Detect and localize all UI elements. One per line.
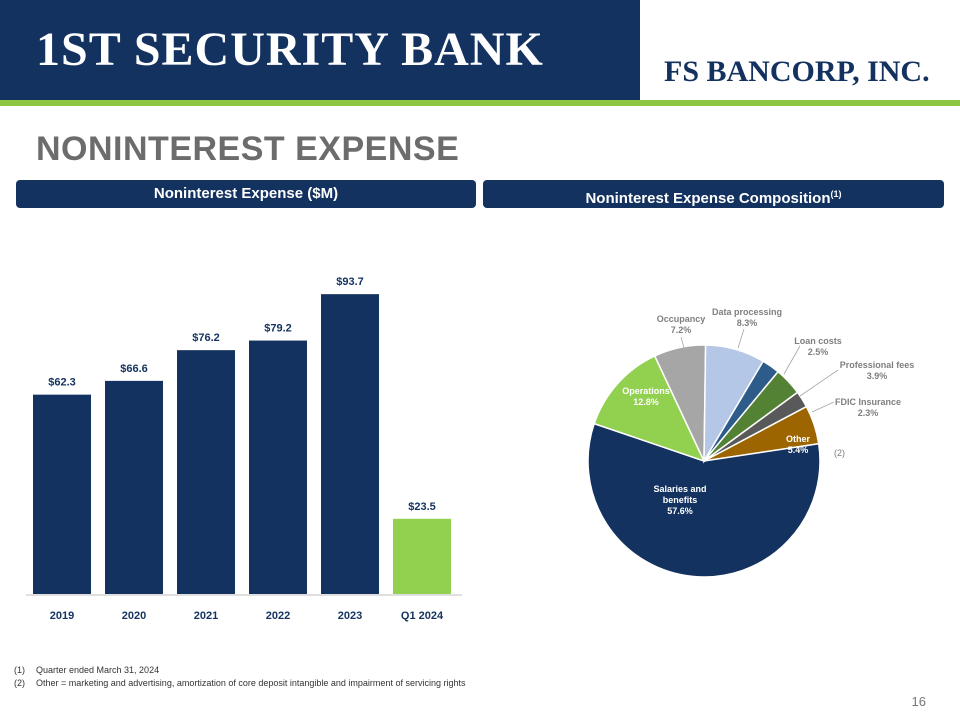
pie-label-fdic-insurance: 2.3% bbox=[858, 408, 879, 418]
leader-line bbox=[811, 401, 835, 413]
bar-value-label: $79.2 bbox=[264, 323, 292, 335]
pie-label-other: 5.4% bbox=[788, 445, 809, 455]
bar-2021 bbox=[177, 350, 235, 594]
pie-label-operations: 12.8% bbox=[633, 397, 659, 407]
pie-label-fdic-insurance: FDIC Insurance bbox=[835, 397, 901, 407]
pie-panel-title: Noninterest Expense Composition bbox=[585, 190, 831, 207]
x-tick-label: 2021 bbox=[194, 610, 218, 622]
pie-label-salaries-and-benefits: benefits bbox=[663, 495, 698, 505]
leader-line bbox=[680, 336, 685, 349]
corp-logo: FS BANCORP, INC. bbox=[664, 55, 930, 88]
pie-label-salaries-and-benefits: Salaries and bbox=[653, 484, 706, 494]
bar-panel-header: Noninterest Expense ($M) bbox=[16, 180, 476, 208]
page-number: 16 bbox=[911, 694, 926, 709]
bar-2019 bbox=[33, 394, 91, 594]
bar-value-label: $93.7 bbox=[336, 276, 364, 288]
pie-slice-operations bbox=[593, 354, 706, 463]
leader-line bbox=[737, 328, 745, 349]
pie-panel-title-footnote: (1) bbox=[830, 189, 842, 199]
pie-label-occupancy: Occupancy bbox=[657, 314, 706, 324]
pie-label-salaries-and-benefits: 57.6% bbox=[667, 506, 693, 516]
bar-2020 bbox=[105, 380, 163, 594]
footnote-number: (2) bbox=[14, 678, 25, 688]
bar-value-label: $66.6 bbox=[120, 363, 148, 375]
footnote-2: (2) Other = marketing and advertising, am… bbox=[14, 677, 465, 690]
x-tick-label: 2022 bbox=[266, 610, 290, 622]
pie-slice-fdic-insurance bbox=[703, 391, 808, 462]
leader-line bbox=[783, 345, 801, 375]
pie-other-footnote: (2) bbox=[834, 448, 845, 458]
pie-label-other: Other bbox=[786, 434, 811, 444]
pie-label-loan-costs: 2.5% bbox=[808, 347, 829, 357]
bank-logo: 1ST SECURITY BANK bbox=[36, 23, 544, 76]
pie-label-professional-fees: Professional fees bbox=[840, 360, 915, 370]
pie-label-operations: Operations bbox=[622, 386, 670, 396]
pie-label-professional-fees: 3.9% bbox=[867, 371, 888, 381]
pie-panel-header: Noninterest Expense Composition(1) bbox=[483, 180, 944, 208]
pie-slice-salaries-and-benefits bbox=[587, 422, 821, 578]
leader-line bbox=[799, 369, 839, 397]
pie-label-loan-costs: Loan costs bbox=[794, 336, 842, 346]
pie-label-data-processing: 8.3% bbox=[737, 318, 758, 328]
footnote-text: Other = marketing and advertising, amort… bbox=[36, 678, 466, 688]
footnotes: (1) Quarter ended March 31, 2024 (2) Other… bbox=[14, 664, 465, 690]
x-tick-label: 2023 bbox=[338, 610, 362, 622]
x-tick-label: 2019 bbox=[50, 610, 74, 622]
x-tick-label: Q1 2024 bbox=[401, 610, 444, 622]
x-tick-label: 2020 bbox=[122, 610, 146, 622]
noninterest-expense-bar-chart: $62.3 2019 $66.6 2020 $76.2 2021 $79.2 2022 $93.… bbox=[26, 276, 462, 622]
bar-panel-title: Noninterest Expense ($M) bbox=[153, 185, 339, 202]
bar-q1-2024 bbox=[393, 518, 451, 594]
bar-value-label: $76.2 bbox=[192, 332, 220, 344]
bar-2023 bbox=[321, 294, 379, 594]
accent-divider bbox=[0, 100, 960, 106]
bar-value-label: $62.3 bbox=[48, 377, 76, 389]
page-title: NONINTEREST EXPENSE bbox=[36, 130, 460, 168]
footnote-number: (1) bbox=[14, 665, 25, 675]
pie-label-data-processing: Data processing bbox=[712, 307, 782, 317]
bar-2022 bbox=[249, 340, 307, 594]
pie-label-occupancy: 7.2% bbox=[671, 325, 692, 335]
footnote-text: Quarter ended March 31, 2024 bbox=[36, 665, 160, 675]
footnote-1: (1) Quarter ended March 31, 2024 bbox=[14, 664, 465, 677]
bar-value-label: $23.5 bbox=[408, 501, 436, 513]
corp-logo-box bbox=[640, 0, 960, 100]
